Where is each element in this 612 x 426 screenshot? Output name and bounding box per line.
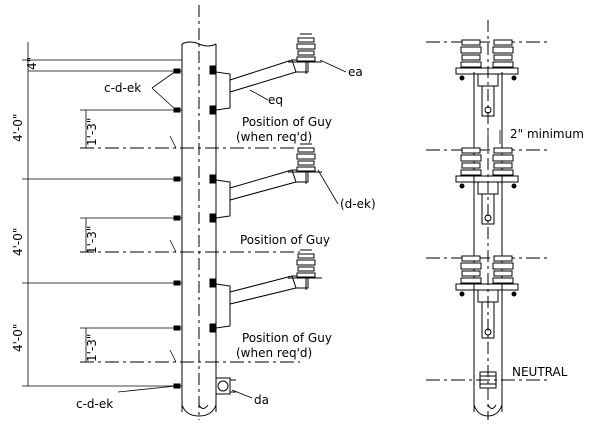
label-ea: ea <box>348 65 363 79</box>
dim-4in-label: 4" <box>25 57 39 70</box>
label-guy-1-line2: (when req'd) <box>236 130 312 144</box>
dim-1ft3in-label-2: 1'-3" <box>85 226 99 254</box>
label-guy-2: Position of Guy <box>240 233 330 247</box>
standoff-bracket-2 <box>215 143 322 219</box>
label-neutral: NEUTRAL <box>512 365 568 379</box>
through-bolts <box>173 65 217 389</box>
label-da: da <box>254 393 269 407</box>
label-guy-3-line1: Position of Guy <box>242 331 332 345</box>
label-guy-1-line1: Position of Guy <box>242 115 332 129</box>
label-cdek-bottom: c-d-ek <box>76 397 113 411</box>
dim-1ft3in-label-3: 1'-3" <box>85 334 99 362</box>
dim-4ft-label-3: 4'-0" <box>11 324 25 352</box>
label-guy-3-line2: (when req'd) <box>236 346 312 360</box>
left-pole <box>181 5 217 420</box>
front-assembly-2 <box>455 147 519 225</box>
standoff-bracket-3 <box>215 249 322 329</box>
right-level-lines <box>426 41 548 381</box>
front-assembly-1 <box>455 39 519 117</box>
left-dimension-lines <box>22 42 300 387</box>
neutral-clamp <box>215 377 236 395</box>
front-neutral-spool <box>479 371 497 389</box>
right-pole <box>473 20 503 420</box>
standoff-bracket-1 <box>215 33 322 111</box>
label-cdek-top: c-d-ek <box>104 81 141 95</box>
label-2in-minimum: 2" minimum <box>510 127 584 141</box>
leader-lines <box>117 59 347 399</box>
dim-1ft3in-label-1: 1'-3" <box>85 118 99 146</box>
front-assembly-3 <box>455 255 519 339</box>
label-dek: (d-ek) <box>340 197 376 211</box>
label-eq: eq <box>268 93 283 107</box>
dim-4ft-label-2: 4'-0" <box>11 228 25 256</box>
dim-4ft-label-1: 4'-0" <box>11 114 25 142</box>
